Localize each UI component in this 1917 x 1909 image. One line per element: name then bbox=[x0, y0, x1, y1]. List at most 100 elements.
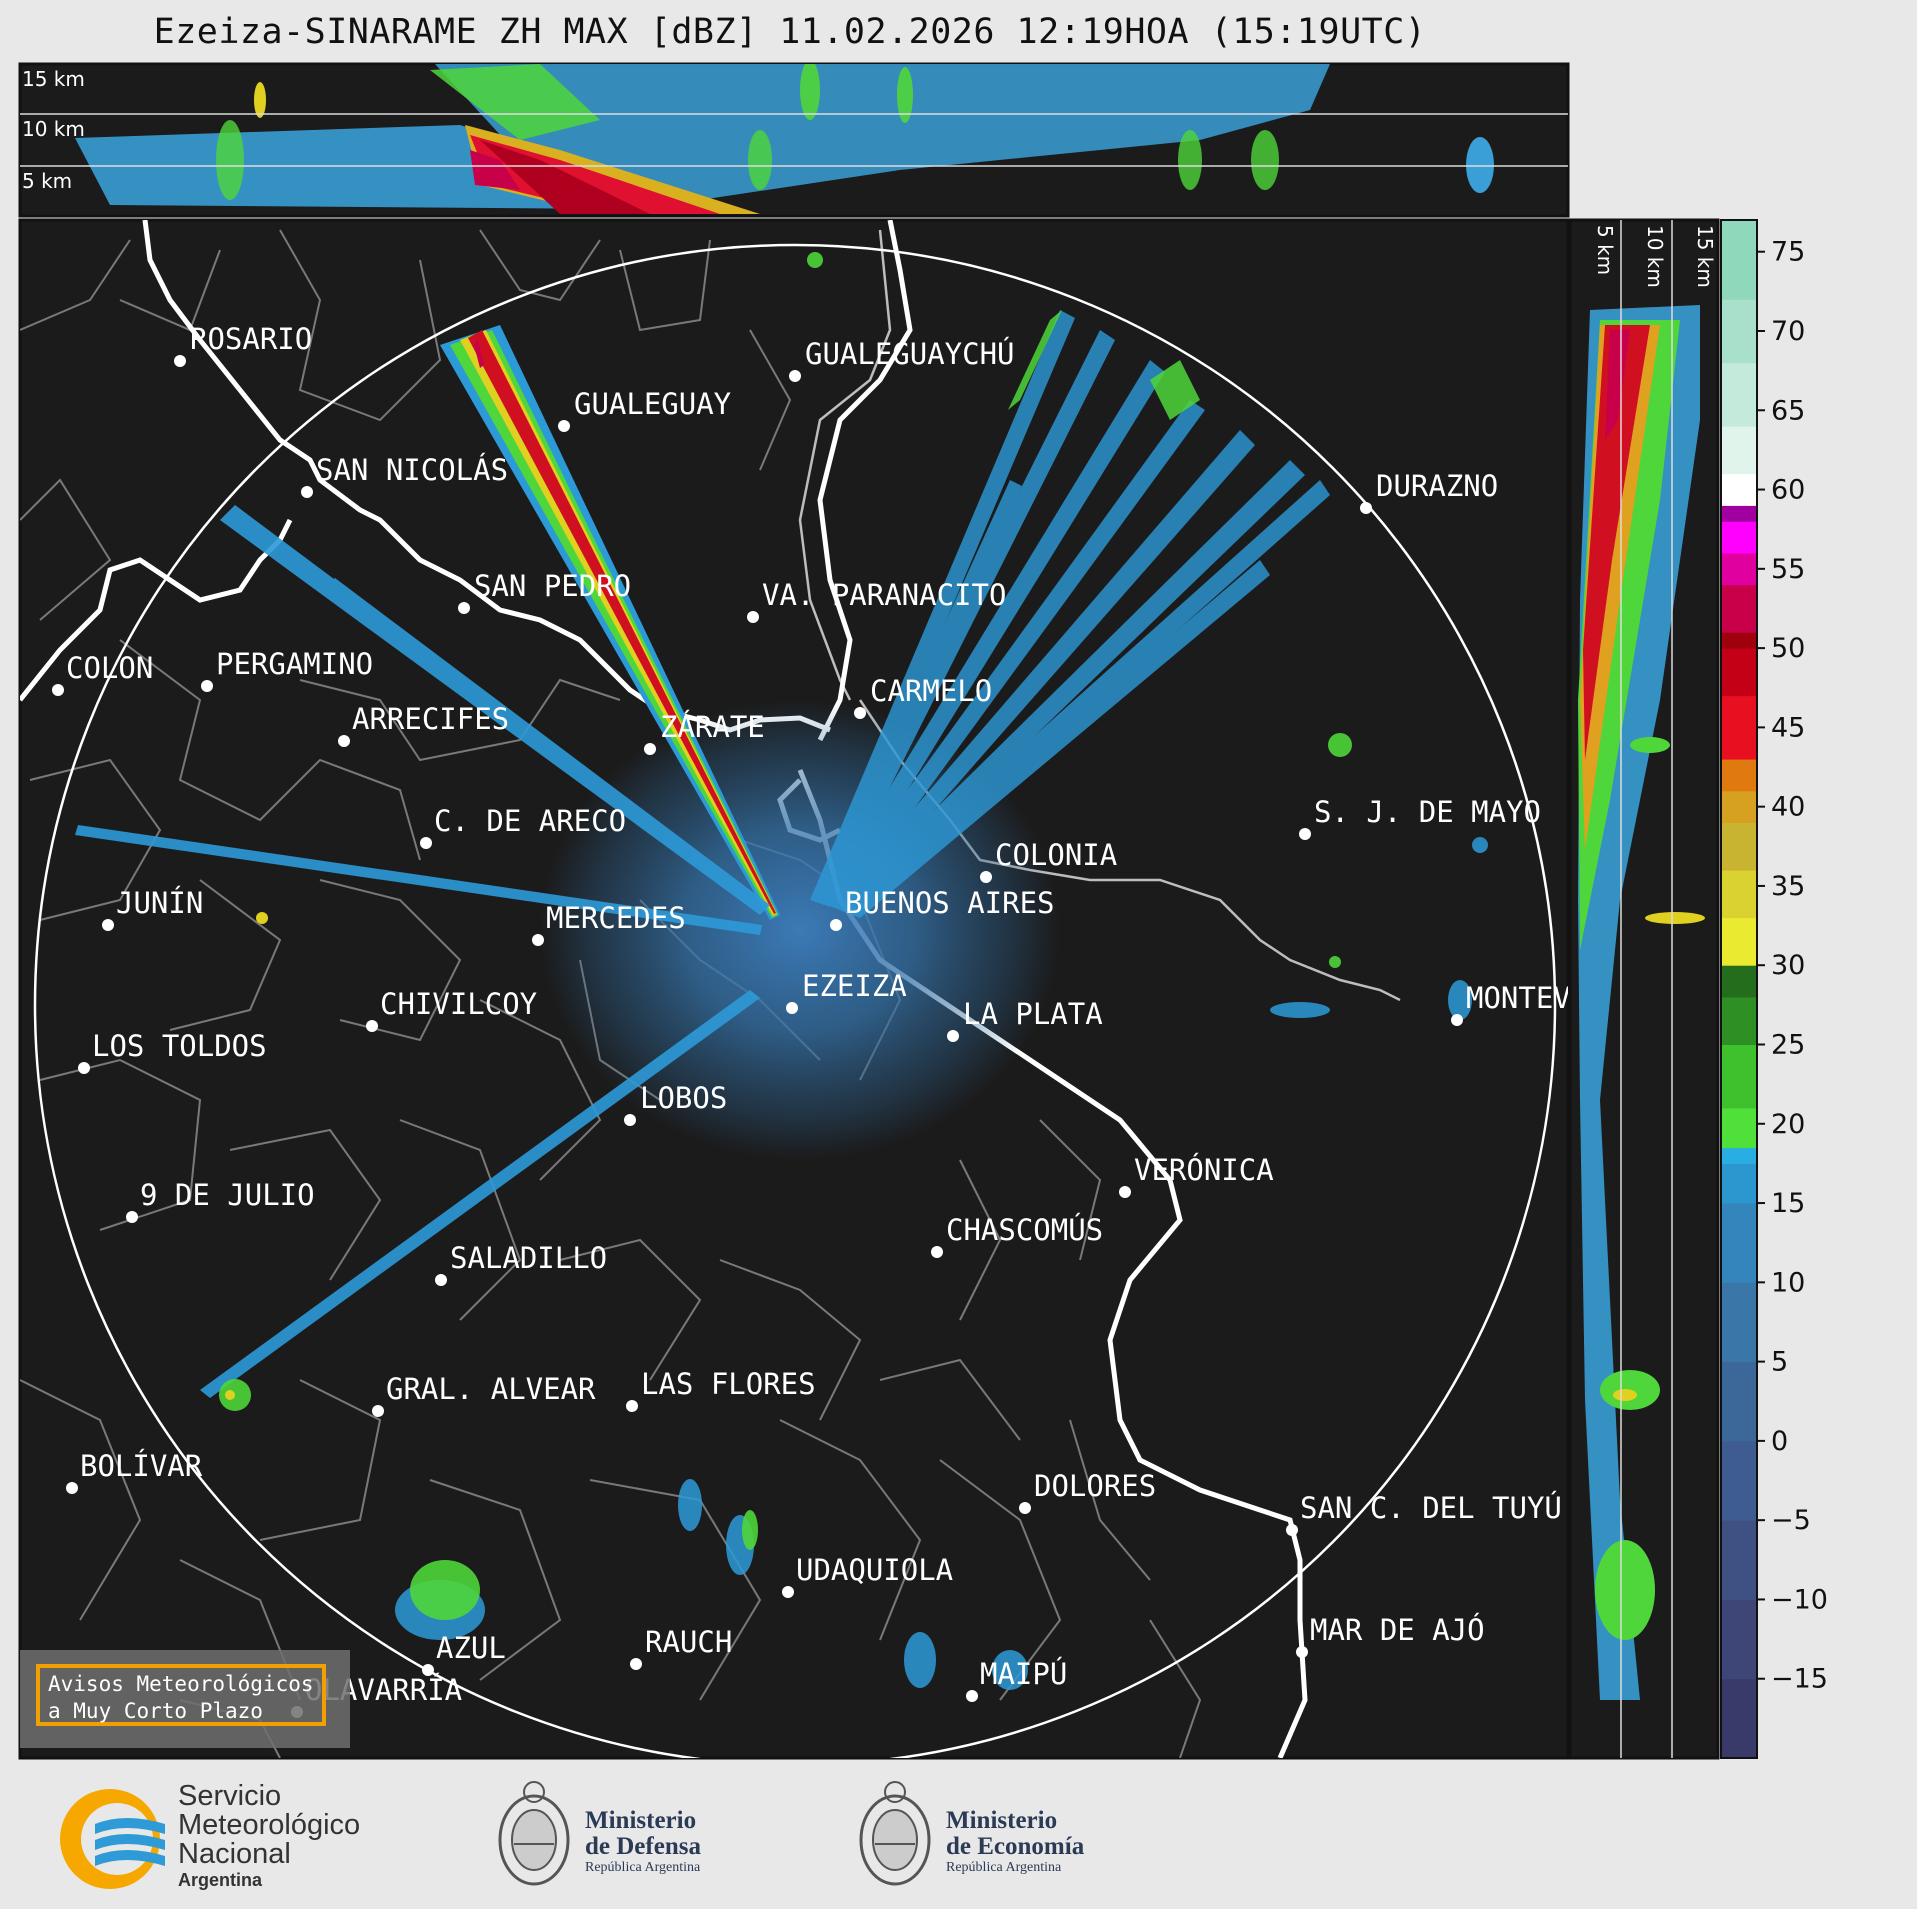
colorbar-tick-label: 75 bbox=[1771, 237, 1805, 268]
colorbar-segment bbox=[1721, 695, 1757, 760]
colorbar-tick-label: 35 bbox=[1771, 871, 1805, 902]
economia-line1: Ministerio bbox=[946, 1807, 1058, 1834]
colorbar-segment bbox=[1721, 996, 1757, 1045]
colorbar-tick-label: 65 bbox=[1771, 395, 1805, 426]
colorbar-tick-label: 10 bbox=[1771, 1267, 1805, 1298]
colorbar-tick-label: −5 bbox=[1771, 1505, 1811, 1536]
colorbar-tick-label: 70 bbox=[1771, 316, 1805, 347]
top-height-label-5: 5 km bbox=[22, 169, 72, 193]
defensa-line2: de Defensa bbox=[585, 1833, 701, 1860]
economia-line2: de Economía bbox=[946, 1833, 1085, 1860]
city-label-durazno: DURAZNO bbox=[1376, 469, 1498, 503]
colorbar-segment bbox=[1721, 299, 1757, 364]
colorbar-segment bbox=[1721, 505, 1757, 522]
colorbar-segment bbox=[1721, 552, 1757, 586]
city-label-bolivar: BOLÍVAR bbox=[80, 1449, 203, 1483]
city-label-maipu: MAIPÚ bbox=[980, 1657, 1067, 1691]
avisos-label: Avisos Meteorológicos a Muy Corto Plazo bbox=[36, 1664, 326, 1726]
city-label-rosario: ROSARIO bbox=[190, 322, 312, 356]
colorbar-segment bbox=[1721, 870, 1757, 919]
city-label-saladillo: SALADILLO bbox=[450, 1241, 607, 1275]
economia-logo-text: Ministerio de Economía República Argenti… bbox=[946, 1808, 1084, 1876]
city-label-veronica: VERÓNICA bbox=[1134, 1153, 1274, 1187]
city-label-va-paranacito: VA. PARANACITO bbox=[762, 578, 1006, 612]
colorbar-tick-label: 45 bbox=[1771, 712, 1805, 743]
city-label-montevideo: MONTEVIDEO bbox=[1466, 981, 1641, 1015]
radar-visualization: 15 km 10 km 5 km bbox=[18, 62, 1828, 1760]
colorbar-segment bbox=[1721, 965, 1757, 998]
top-height-panel: 15 km 10 km 5 km bbox=[18, 62, 1570, 218]
city-label-colon: COLON bbox=[66, 651, 153, 685]
city-label-azul: AZUL bbox=[436, 1631, 506, 1665]
avisos-line2: a Muy Corto Plazo bbox=[48, 1699, 263, 1723]
smn-line3: Nacional bbox=[178, 1838, 291, 1870]
city-label-los-toldos: LOS TOLDOS bbox=[92, 1029, 267, 1063]
colorbar-tick-label: 30 bbox=[1771, 950, 1805, 981]
defensa-seal-icon bbox=[498, 1781, 570, 1886]
colorbar-tick-label: 5 bbox=[1771, 1347, 1788, 1378]
side-height-label-10: 10 km bbox=[1643, 225, 1667, 288]
department-borders bbox=[20, 229, 1202, 1758]
colorbar-tick-label: 60 bbox=[1771, 475, 1805, 506]
dbz-colorbar bbox=[1720, 219, 1758, 1759]
smn-logo-text: Servicio Meteorológico Nacional Argentin… bbox=[178, 1782, 360, 1891]
colorbar-tick-label: −10 bbox=[1771, 1584, 1828, 1615]
range-ring bbox=[33, 243, 1557, 1758]
colorbar-segment bbox=[1721, 1361, 1757, 1442]
colorbar-segment bbox=[1721, 822, 1757, 871]
smn-logo-icon bbox=[60, 1789, 165, 1889]
city-markers bbox=[52, 355, 1463, 1718]
city-label-mar-de-ajo: MAR DE AJÓ bbox=[1310, 1613, 1485, 1647]
city-label-buenos-aires: BUENOS AIRES bbox=[845, 886, 1055, 920]
city-label-san-pedro: SAN PEDRO bbox=[474, 569, 631, 603]
city-label-las-flores: LAS FLORES bbox=[641, 1367, 816, 1401]
colorbar-segment bbox=[1721, 632, 1757, 649]
city-label-pergamino: PERGAMINO bbox=[216, 647, 373, 681]
colorbar-tick-label: 55 bbox=[1771, 554, 1805, 585]
top-height-label-10: 10 km bbox=[22, 117, 85, 141]
economia-line3: República Argentina bbox=[946, 1860, 1062, 1875]
colorbar-segment bbox=[1721, 1044, 1757, 1109]
nw-beams bbox=[75, 505, 770, 1398]
city-label-zarate: ZÁRATE bbox=[660, 710, 765, 744]
colorbar-segment bbox=[1721, 1107, 1757, 1149]
city-label-lobos: LOBOS bbox=[640, 1081, 727, 1115]
city-label-dolores: DOLORES bbox=[1034, 1469, 1156, 1503]
colorbar-segment bbox=[1721, 473, 1757, 506]
city-label-colonia: COLONIA bbox=[995, 838, 1117, 872]
avisos-line1: Avisos Meteorológicos bbox=[48, 1672, 314, 1696]
side-height-panel: 5 km 10 km 15 km bbox=[1568, 218, 1720, 1760]
colorbar-tick-label: 0 bbox=[1771, 1426, 1788, 1457]
colorbar-segment bbox=[1721, 1163, 1757, 1204]
colorbar-segment bbox=[1721, 1282, 1757, 1363]
defensa-line1: Ministerio bbox=[585, 1807, 697, 1834]
city-label-chivilcoy: CHIVILCOY bbox=[380, 987, 537, 1021]
city-label-san-c-del-tuyu: SAN C. DEL TUYÚ bbox=[1300, 1491, 1562, 1525]
city-labels: ROSARIO GUALEGUAYCHÚ GUALEGUAY SAN NICOL… bbox=[66, 322, 1641, 1707]
colorbar-segment bbox=[1721, 426, 1757, 475]
ne-echo-rays bbox=[810, 310, 1330, 918]
colorbar-tick-label: 25 bbox=[1771, 1029, 1805, 1060]
colorbar-segment bbox=[1721, 917, 1757, 966]
colorbar-tick-label: 20 bbox=[1771, 1109, 1805, 1140]
colorbar-frame bbox=[1720, 219, 1758, 1759]
page-title: Ezeiza-SINARAME ZH MAX [dBZ] 11.02.2026 … bbox=[153, 12, 1427, 52]
colorbar-segment bbox=[1721, 362, 1757, 427]
side-height-label-5: 5 km bbox=[1593, 225, 1617, 275]
smn-line1: Servicio bbox=[178, 1780, 282, 1812]
defensa-logo-text: Ministerio de Defensa República Argentin… bbox=[585, 1808, 701, 1876]
nnw-beam bbox=[440, 325, 780, 920]
city-label-gualeguaychu: GUALEGUAYCHÚ bbox=[805, 337, 1015, 371]
avisos-box: Avisos Meteorológicos a Muy Corto Plazo bbox=[20, 1650, 350, 1748]
city-label-ezeiza: EZEIZA bbox=[802, 969, 907, 1003]
colorbar-segment bbox=[1721, 1520, 1757, 1600]
city-label-mercedes: MERCEDES bbox=[546, 901, 686, 935]
smn-line2: Meteorológico bbox=[178, 1809, 361, 1841]
colorbar-segment bbox=[1721, 1599, 1757, 1680]
city-label-gualeguay: GUALEGUAY bbox=[574, 387, 731, 421]
footer-logos: Servicio Meteorológico Nacional Argentin… bbox=[0, 1760, 1917, 1909]
colorbar-segment bbox=[1721, 1678, 1757, 1759]
colorbar-tick-label: 40 bbox=[1771, 792, 1805, 823]
city-label-rauch: RAUCH bbox=[645, 1625, 732, 1659]
